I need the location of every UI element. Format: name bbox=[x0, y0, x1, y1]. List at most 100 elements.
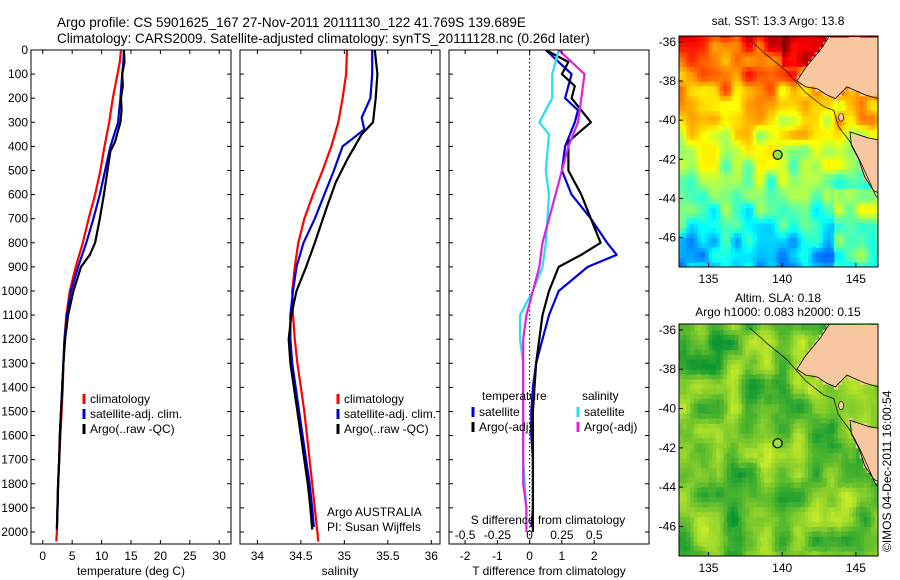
sst-map-field-cells bbox=[738, 115, 872, 175]
sst-map-field-cells bbox=[793, 36, 816, 43]
sst-map-field-cells bbox=[734, 100, 791, 131]
sst-map-field-cells bbox=[778, 56, 783, 67]
sst-map-field-cells bbox=[690, 61, 695, 67]
sst-map-field-cells bbox=[774, 223, 780, 229]
sst-map-field-cells bbox=[841, 159, 846, 165]
sst-map-field-cells bbox=[708, 85, 857, 131]
sla-map-field-cells bbox=[712, 364, 717, 370]
sst-map-field-cells bbox=[796, 41, 802, 53]
sst-map-field-cells bbox=[734, 193, 831, 219]
sla-map-field-cells bbox=[708, 344, 724, 370]
depth-tick-label: 2000 bbox=[1, 525, 28, 539]
sst-map-lon-tick-label: 140 bbox=[772, 272, 792, 286]
sst-map-field-cells bbox=[726, 76, 780, 92]
sst-map-field-cells bbox=[697, 36, 706, 43]
depth-tick-label: 400 bbox=[8, 139, 28, 153]
sst-map-field-cells bbox=[715, 37, 721, 43]
sla-map-field-cells bbox=[708, 418, 713, 424]
sst-map-field-cells bbox=[697, 105, 728, 160]
sst-map-field-cells bbox=[782, 159, 787, 170]
sst-map-lat-tick-label: -40 bbox=[659, 113, 677, 127]
sst-map-field-cells bbox=[686, 183, 706, 214]
sla-map-field-cells bbox=[697, 364, 702, 370]
depth-tick-label: 800 bbox=[8, 236, 28, 250]
sst-map-field-cells bbox=[785, 56, 791, 63]
sst-map-field-cells bbox=[704, 85, 820, 131]
sst-map-field-cells bbox=[866, 36, 872, 38]
sst-map-field-cells bbox=[715, 232, 735, 267]
sla-map-king-island bbox=[838, 401, 844, 410]
sst-map-field-cells bbox=[785, 71, 791, 77]
sst-map-field-cells bbox=[745, 37, 757, 53]
sla-map-field-group bbox=[679, 324, 878, 556]
sal-legend-label: Argo(..raw -QC) bbox=[344, 422, 429, 436]
sst-map-field-cells bbox=[833, 36, 839, 38]
sla-map-field-cells bbox=[844, 492, 850, 498]
sst-map-field-cells bbox=[833, 159, 878, 204]
sst-map-field-cells bbox=[844, 242, 875, 267]
sst-map-field-group bbox=[679, 36, 878, 267]
sst-map-field-cells bbox=[745, 37, 750, 43]
sst-map-field-cells bbox=[778, 257, 787, 267]
sst-map-field-cells bbox=[826, 247, 831, 253]
sst-map-field-cells bbox=[826, 252, 831, 258]
temp-series-climatology bbox=[55, 50, 123, 542]
sla-map-lat-tick-label: -38 bbox=[659, 362, 677, 376]
sst-map-field-cells bbox=[715, 125, 831, 146]
depth-tick-label: 0 bbox=[21, 43, 28, 57]
sla-map-field-cells bbox=[730, 511, 735, 518]
depth-tick-label: 200 bbox=[8, 91, 28, 105]
sla-map-field-cells bbox=[760, 546, 765, 552]
temp-series-satellite-adj-clim- bbox=[55, 50, 125, 528]
sla-map-field-cells bbox=[734, 516, 739, 523]
diff-x-tick-label: -1 bbox=[492, 549, 503, 563]
diff-series-group bbox=[518, 50, 618, 532]
sst-map-field-cells bbox=[749, 81, 754, 87]
depth-tick-label: 1600 bbox=[1, 429, 28, 443]
sla-map-lat-tick-label: -42 bbox=[659, 441, 677, 455]
depth-tick-label: 300 bbox=[8, 115, 28, 129]
sla-map-field-cells bbox=[767, 452, 772, 459]
sst-map-field-cells bbox=[682, 46, 687, 53]
sst-map-field-cells bbox=[785, 37, 791, 43]
diff-x-tick-label: 1 bbox=[559, 549, 566, 563]
sst-map-field-cells bbox=[771, 223, 776, 229]
sla-map-coastline bbox=[796, 324, 878, 388]
sst-map-field-cells bbox=[808, 257, 813, 263]
sst-map-field-cells bbox=[749, 159, 754, 165]
sst-map-field-cells bbox=[789, 56, 794, 63]
sst-map-field-cells bbox=[785, 262, 791, 267]
sla-map-lon-tick-label: 140 bbox=[772, 561, 792, 575]
sst-map-field-cells bbox=[789, 169, 794, 175]
sst-map-field-cells bbox=[822, 237, 831, 248]
sst-map-field-cells bbox=[822, 36, 827, 38]
sst-map-field-cells bbox=[822, 257, 827, 263]
sal-x-axis-label: salinity bbox=[322, 564, 359, 578]
depth-tick-label: 1300 bbox=[1, 356, 28, 370]
sst-map-field-cells bbox=[745, 76, 750, 82]
depth-tick-label: 1200 bbox=[1, 332, 28, 346]
sst-map-field-cells bbox=[815, 36, 820, 43]
sst-map-field-cells bbox=[730, 203, 820, 244]
sst-map-field-cells bbox=[793, 41, 798, 48]
sst-map-field-cells bbox=[708, 46, 743, 87]
sst-map-field-cells bbox=[756, 262, 761, 267]
sst-map-field-cells bbox=[778, 36, 783, 38]
sst-map-field-cells bbox=[815, 262, 820, 267]
sla-map-field-cells bbox=[745, 324, 750, 326]
diff-x-tick-label: -2 bbox=[460, 549, 471, 563]
sst-map-field-cells bbox=[701, 36, 721, 53]
sst-map-field-cells bbox=[708, 208, 713, 214]
sst-map-field-cells bbox=[837, 149, 850, 204]
sst-map-field-cells bbox=[679, 51, 702, 72]
sla-map-lat-tick-label: -36 bbox=[659, 323, 677, 337]
sst-map-field-cells bbox=[708, 154, 853, 200]
sst-map-field-cells bbox=[730, 37, 783, 82]
sla-map-field-cells bbox=[682, 379, 878, 556]
sst-map-field-cells bbox=[771, 46, 776, 53]
sst-map-field-cells bbox=[771, 37, 783, 48]
sla-map-field-cells bbox=[778, 497, 783, 503]
salinity-difference-tick-label: 0 bbox=[526, 528, 533, 542]
sst-map-field-cells bbox=[789, 242, 794, 248]
sst-map-field-cells bbox=[690, 247, 702, 263]
